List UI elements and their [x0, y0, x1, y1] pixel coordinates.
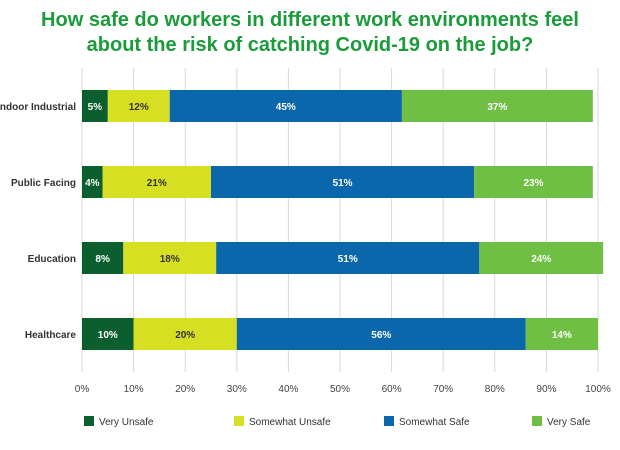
bar-segment: [236, 318, 526, 350]
data-label: 12%: [129, 102, 149, 113]
data-label: 21%: [147, 178, 167, 189]
x-tick-label: 90%: [536, 384, 556, 395]
data-label: 37%: [487, 102, 507, 113]
legend-label: Very Unsafe: [99, 417, 154, 428]
bar-segment: [102, 166, 211, 198]
data-label: 10%: [98, 330, 118, 341]
data-label: 18%: [160, 254, 180, 265]
category-label: Indoor Industrial: [0, 102, 76, 113]
bar-segment: [401, 90, 593, 122]
legend-swatch: [384, 416, 394, 426]
bar-segment: [169, 90, 402, 122]
data-label: 20%: [175, 330, 195, 341]
data-label: 24%: [531, 254, 551, 265]
legend-label: Very Safe: [547, 417, 591, 428]
x-tick-label: 80%: [485, 384, 505, 395]
category-label: Healthcare: [25, 330, 77, 341]
chart-title: How safe do workers in different work en…: [0, 8, 620, 58]
bar-segment: [525, 318, 598, 350]
data-label: 51%: [333, 178, 353, 189]
bar-segment: [133, 318, 237, 350]
bar-segment: [211, 166, 475, 198]
data-label: 45%: [276, 102, 296, 113]
bar-segment: [82, 166, 103, 198]
bar-segment: [474, 166, 593, 198]
data-label: 14%: [552, 330, 572, 341]
bar-segment: [216, 242, 480, 274]
legend-swatch: [234, 416, 244, 426]
x-tick-label: 50%: [330, 384, 350, 395]
legend-label: Somewhat Unsafe: [249, 417, 331, 428]
x-tick-label: 70%: [433, 384, 453, 395]
x-tick-label: 20%: [175, 384, 195, 395]
category-label: Education: [28, 254, 76, 265]
x-tick-label: 60%: [382, 384, 402, 395]
legend-swatch: [532, 416, 542, 426]
data-label: 4%: [85, 178, 100, 189]
data-label: 56%: [371, 330, 391, 341]
data-label: 5%: [88, 102, 103, 113]
bar-segment: [107, 90, 170, 122]
legend-swatch: [84, 416, 94, 426]
chart-title-line-2: about the risk of catching Covid-19 on t…: [86, 34, 534, 56]
data-label: 51%: [338, 254, 358, 265]
x-tick-label: 40%: [278, 384, 298, 395]
data-label: 8%: [95, 254, 110, 265]
x-tick-label: 10%: [124, 384, 144, 395]
x-tick-label: 30%: [227, 384, 247, 395]
x-tick-label: 100%: [585, 384, 611, 395]
bar-segment: [82, 242, 124, 274]
legend-label: Somewhat Safe: [399, 417, 470, 428]
bar-segment: [123, 242, 217, 274]
chart-title-line-1: How safe do workers in different work en…: [41, 9, 579, 31]
bar-segment: [82, 90, 108, 122]
data-label: 23%: [523, 178, 543, 189]
bar-segment: [479, 242, 604, 274]
x-tick-label: 0%: [75, 384, 90, 395]
bar-segment: [82, 318, 134, 350]
category-label: Public Facing: [11, 178, 76, 189]
